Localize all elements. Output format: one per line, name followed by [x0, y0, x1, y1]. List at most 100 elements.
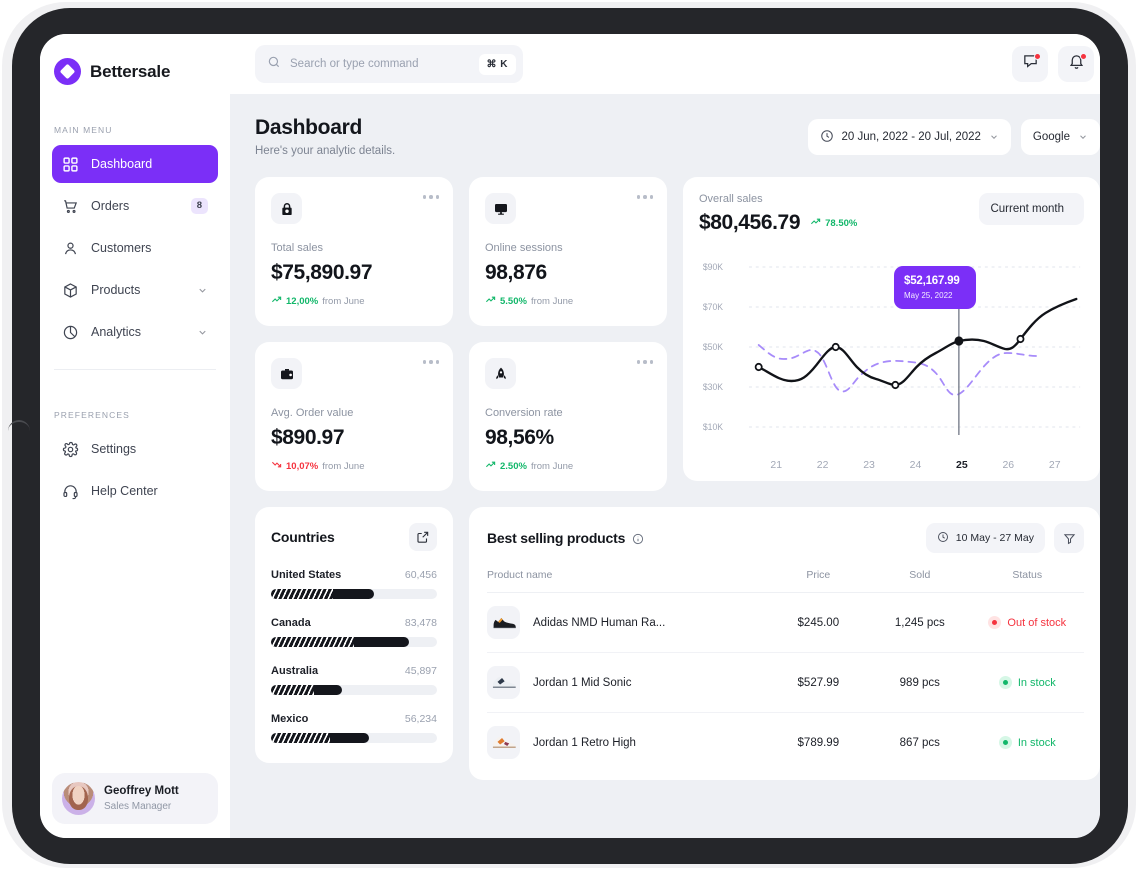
x-tick-label: 24 [909, 459, 922, 471]
stat-value: $890.97 [271, 426, 345, 449]
sidebar-item-products[interactable]: Products [52, 271, 218, 309]
status-label: Out of stock [1007, 616, 1067, 629]
product-price: $789.99 [797, 736, 840, 749]
stat-delta: 12,00% from June [271, 294, 437, 308]
x-tick-label: 23 [863, 459, 875, 471]
sidebar-item-dashboard[interactable]: Dashboard [52, 145, 218, 183]
stat-delta: 10,07% from June [271, 459, 437, 473]
date-range-picker[interactable]: 20 Jun, 2022 - 20 Jul, 2022 [807, 119, 1011, 155]
stat-card-total-sales: Total sales $75,890.97 12,00% from June [255, 177, 453, 326]
brand[interactable]: Bettersale [40, 34, 230, 85]
source-select[interactable]: Google [1020, 119, 1100, 155]
card-menu-button[interactable] [636, 360, 653, 364]
app-screen: Bettersale MAIN MENU Dashboard Orders 8 … [40, 34, 1100, 838]
status-badge: In stock [998, 676, 1056, 689]
main-menu-label: MAIN MENU [54, 125, 113, 135]
trend-up-icon [485, 459, 496, 473]
main-column: Search or type command ⌘ K [230, 34, 1100, 838]
sidebar-item-analytics[interactable]: Analytics [52, 313, 218, 351]
country-progress-fill [271, 589, 374, 599]
product-status-cell: Out of stock [970, 592, 1084, 653]
sidebar-item-orders[interactable]: Orders 8 [52, 187, 218, 225]
chart-delta: 78.50% [810, 216, 857, 230]
chart-marker [1016, 334, 1025, 344]
bell-icon [1068, 53, 1085, 75]
wallet-icon [271, 358, 302, 389]
product-price: $527.99 [767, 652, 870, 713]
stat-value: 98,876 [485, 261, 547, 284]
gear-icon [62, 441, 79, 458]
stat-delta-pct: 10,07% [286, 460, 319, 472]
column-status: Status [970, 569, 1084, 593]
filter-icon[interactable] [1054, 523, 1084, 553]
y-tick-label: $10K [703, 422, 723, 432]
card-menu-button[interactable] [422, 360, 439, 364]
product-price: $245.00 [767, 592, 870, 653]
dashboard-content: Dashboard Here's your analytic details. … [230, 94, 1100, 838]
preferences-list: Settings Help Center [40, 430, 230, 514]
countries-card: Countries United States 60,456 [255, 507, 453, 763]
external-link-icon[interactable] [409, 523, 437, 551]
notifications-button[interactable] [1058, 46, 1094, 82]
previous-period-line [757, 344, 1039, 396]
status-label: In stock [1017, 676, 1056, 689]
table-row[interactable]: Jordan 1 Retro High $789.99 867 pcs In [487, 713, 1084, 773]
message-notification-dot [1034, 53, 1041, 60]
sidebar-item-label: Products [91, 283, 141, 297]
products-header: Best selling products 10 May - 27 May [487, 523, 1084, 553]
messages-button[interactable] [1012, 46, 1048, 82]
products-title: Best selling products [487, 530, 626, 546]
avatar [62, 782, 95, 815]
chart-marker [754, 362, 763, 372]
chart-markers [754, 334, 1025, 390]
country-value: 56,234 [404, 713, 437, 725]
search-placeholder: Search or type command [290, 58, 419, 70]
x-tick-label: 26 [1002, 459, 1015, 471]
x-tick-label: 22 [816, 459, 829, 471]
country-row: United States 60,456 [271, 569, 437, 599]
status-label: In stock [1017, 736, 1056, 749]
table-row[interactable]: Adidas NMD Human Ra... $245.00 1,245 pcs [487, 592, 1084, 653]
user-profile[interactable]: Geoffrey Mott Sales Manager [52, 773, 218, 824]
clock-icon [820, 129, 834, 146]
country-progress-bar [271, 637, 437, 647]
sales-line-chart: $90K $70K $50K $30K $10K [699, 249, 1084, 457]
country-name: Mexico [271, 713, 309, 725]
info-icon[interactable] [632, 532, 644, 545]
stat-delta-pct: 12,00% [286, 295, 319, 307]
sidebar-item-settings[interactable]: Settings [52, 430, 218, 468]
stat-card-conversion-rate: Conversion rate 98,56% 2.50% from June [469, 342, 667, 491]
chart-period-value: Current month [990, 203, 1064, 215]
search-input[interactable]: Search or type command ⌘ K [255, 45, 523, 83]
best-selling-products-card: Best selling products 10 May - 27 May [469, 507, 1100, 780]
card-menu-button[interactable] [636, 195, 653, 199]
card-menu-button[interactable] [422, 195, 439, 199]
stat-delta-pct: 5.50% [500, 295, 527, 307]
chart-period-select[interactable]: Current month [979, 193, 1092, 229]
x-tick-label-active: 25 [956, 459, 968, 471]
sidebar-item-help-center[interactable]: Help Center [52, 472, 218, 510]
products-date-range[interactable]: 10 May - 27 May [925, 523, 1045, 553]
y-axis-labels: $90K $70K $50K $30K $10K [703, 262, 723, 432]
preferences-label: PREFERENCES [54, 410, 130, 420]
chart-marker [891, 380, 900, 390]
stat-delta-text: from June [322, 460, 365, 472]
stat-label: Avg. Order value [271, 407, 354, 419]
stat-delta: 5.50% from June [485, 294, 651, 308]
table-row[interactable]: Jordan 1 Mid Sonic $527.99 989 pcs In s [487, 652, 1084, 713]
profile-name: Geoffrey Mott [104, 784, 179, 797]
stat-delta: 2.50% from June [485, 459, 651, 473]
chevron-down-icon[interactable] [197, 285, 208, 296]
y-tick-label: $50K [703, 342, 723, 352]
rocket-icon [485, 358, 516, 389]
sidebar-divider [54, 369, 216, 370]
chart-header: Overall sales $80,456.79 78.50% [699, 193, 1092, 235]
product-name: Jordan 1 Retro High [533, 736, 636, 749]
status-badge: In stock [998, 736, 1056, 749]
sidebar-item-customers[interactable]: Customers [52, 229, 218, 267]
y-gridlines [749, 266, 1081, 428]
topbar-actions [1012, 46, 1100, 82]
stat-card-online-sessions: Online sessions 98,876 5.50% from June [469, 177, 667, 326]
chart-marker-active [954, 336, 964, 346]
chevron-down-icon[interactable] [197, 327, 208, 338]
